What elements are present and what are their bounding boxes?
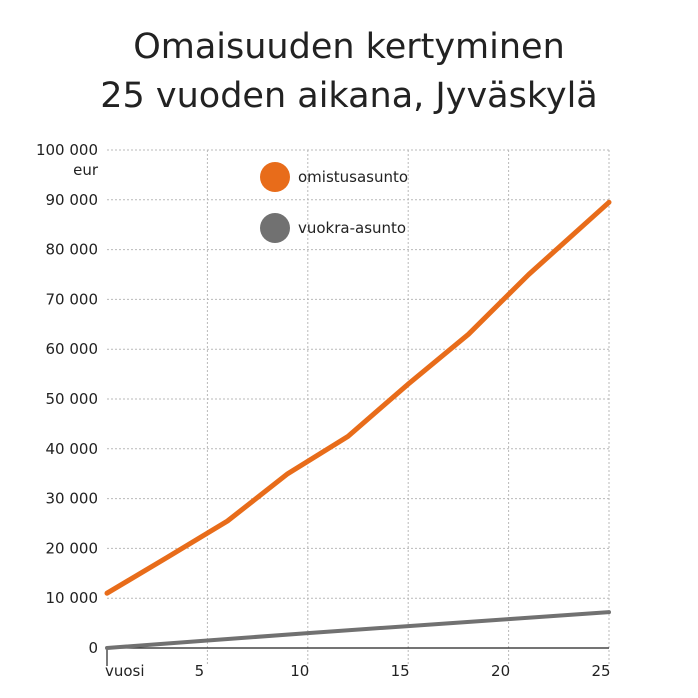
y-tick-label: 50 000 bbox=[46, 390, 99, 408]
grid bbox=[107, 149, 610, 666]
legend-marker-vuokra-asunto bbox=[260, 213, 290, 243]
y-tick-label: 40 000 bbox=[46, 440, 99, 458]
series-line-vuokra-asunto bbox=[105, 610, 611, 650]
y-tick-label: 80 000 bbox=[46, 241, 99, 259]
y-tick-label: 90 000 bbox=[46, 191, 99, 209]
tick-labels: 0 10 000 20 000 30 000 40 000 50 000 60 000 70 … bbox=[36, 141, 611, 680]
x-axis-label: vuosi bbox=[105, 662, 145, 680]
y-tick-label: 60 000 bbox=[46, 340, 99, 358]
chart-title-line-1: Omaisuuden kertyminen bbox=[133, 27, 565, 67]
y-tick-label: 0 bbox=[88, 639, 98, 657]
legend-label-vuokra-asunto: vuokra-asunto bbox=[298, 219, 406, 237]
axes bbox=[106, 647, 609, 666]
x-tick-label: 5 bbox=[195, 662, 205, 680]
chart-title-line-2: 25 vuoden aikana, Jyväskylä bbox=[100, 76, 598, 116]
x-tick-label: 25 bbox=[591, 662, 610, 680]
legend-marker-omistusasunto bbox=[260, 162, 290, 192]
series-line-omistusasunto bbox=[104, 199, 612, 596]
x-tick-label: 15 bbox=[391, 662, 410, 680]
x-tick-label: 20 bbox=[491, 662, 510, 680]
y-axis-label: eur bbox=[73, 161, 99, 179]
legend: omistusasunto vuokra-asunto bbox=[260, 162, 408, 243]
y-tick-label: 70 000 bbox=[46, 290, 99, 308]
y-tick-label: 20 000 bbox=[46, 539, 99, 557]
series-lines bbox=[104, 199, 612, 650]
y-tick-label: 100 000 bbox=[36, 141, 98, 159]
x-tick-label: 10 bbox=[290, 662, 309, 680]
y-tick-label: 10 000 bbox=[46, 589, 99, 607]
y-tick-label: 30 000 bbox=[46, 490, 99, 508]
legend-label-omistusasunto: omistusasunto bbox=[298, 168, 408, 186]
